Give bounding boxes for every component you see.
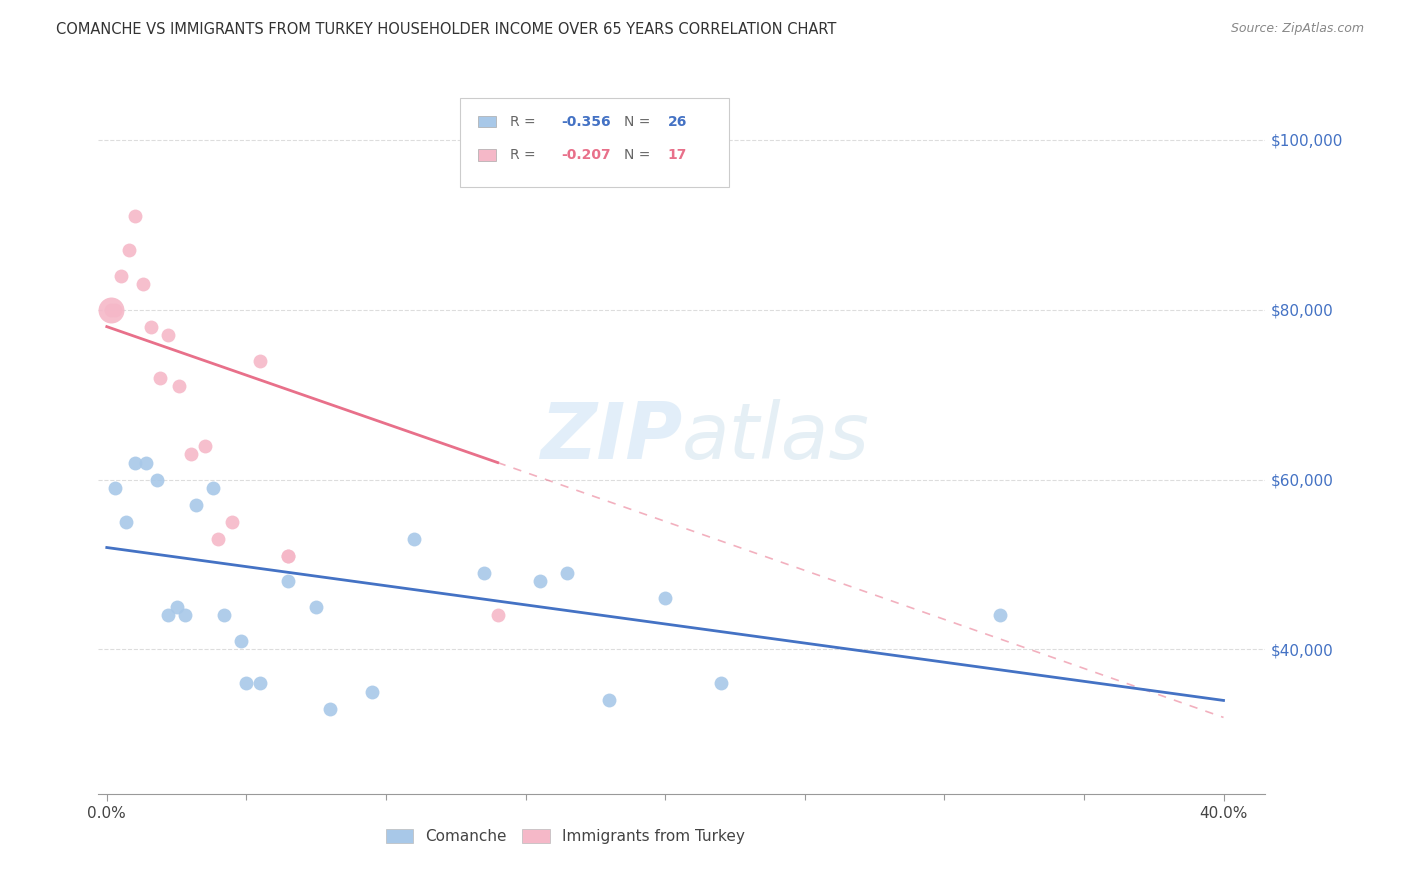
Text: COMANCHE VS IMMIGRANTS FROM TURKEY HOUSEHOLDER INCOME OVER 65 YEARS CORRELATION : COMANCHE VS IMMIGRANTS FROM TURKEY HOUSE…: [56, 22, 837, 37]
Point: [104, 481, 127, 495]
Point: [529, 574, 551, 589]
Point: [277, 549, 299, 563]
Point: [149, 370, 172, 384]
Point: [277, 549, 299, 563]
Point: [235, 676, 257, 690]
FancyBboxPatch shape: [478, 150, 496, 161]
Point: [115, 515, 138, 529]
Point: [229, 634, 252, 648]
Legend: Comanche, Immigrants from Turkey: Comanche, Immigrants from Turkey: [380, 822, 751, 850]
Text: N =: N =: [624, 115, 654, 128]
Point: [249, 676, 271, 690]
Point: [124, 456, 146, 470]
FancyBboxPatch shape: [478, 116, 496, 128]
Text: ZIP: ZIP: [540, 399, 682, 475]
Point: [100, 302, 122, 317]
Point: [472, 566, 495, 580]
Point: [166, 599, 188, 614]
Point: [277, 574, 299, 589]
Point: [207, 532, 229, 546]
Text: -0.207: -0.207: [562, 148, 612, 162]
Point: [212, 608, 235, 623]
FancyBboxPatch shape: [460, 98, 728, 187]
Point: [132, 277, 155, 292]
Point: [104, 302, 127, 317]
Point: [157, 328, 180, 343]
Point: [988, 608, 1011, 623]
Point: [201, 481, 224, 495]
Point: [598, 693, 620, 707]
Point: [654, 591, 676, 606]
Text: Source: ZipAtlas.com: Source: ZipAtlas.com: [1230, 22, 1364, 36]
Point: [249, 353, 271, 368]
Point: [141, 319, 163, 334]
Point: [124, 209, 146, 223]
Text: 17: 17: [668, 148, 688, 162]
Text: R =: R =: [510, 148, 540, 162]
Text: 26: 26: [668, 115, 688, 128]
Text: atlas: atlas: [682, 399, 870, 475]
Point: [157, 608, 180, 623]
Point: [174, 608, 197, 623]
Point: [193, 439, 215, 453]
Point: [221, 515, 243, 529]
Text: N =: N =: [624, 148, 654, 162]
Point: [361, 685, 384, 699]
Point: [180, 447, 202, 461]
Point: [486, 608, 509, 623]
Text: -0.356: -0.356: [562, 115, 612, 128]
Point: [710, 676, 733, 690]
Point: [184, 498, 207, 512]
Point: [169, 379, 191, 393]
Point: [110, 268, 132, 283]
Point: [319, 702, 342, 716]
Text: R =: R =: [510, 115, 540, 128]
Point: [305, 599, 328, 614]
Point: [135, 456, 157, 470]
Point: [146, 473, 169, 487]
Point: [402, 532, 425, 546]
Point: [557, 566, 579, 580]
Point: [100, 302, 122, 317]
Point: [118, 243, 141, 257]
